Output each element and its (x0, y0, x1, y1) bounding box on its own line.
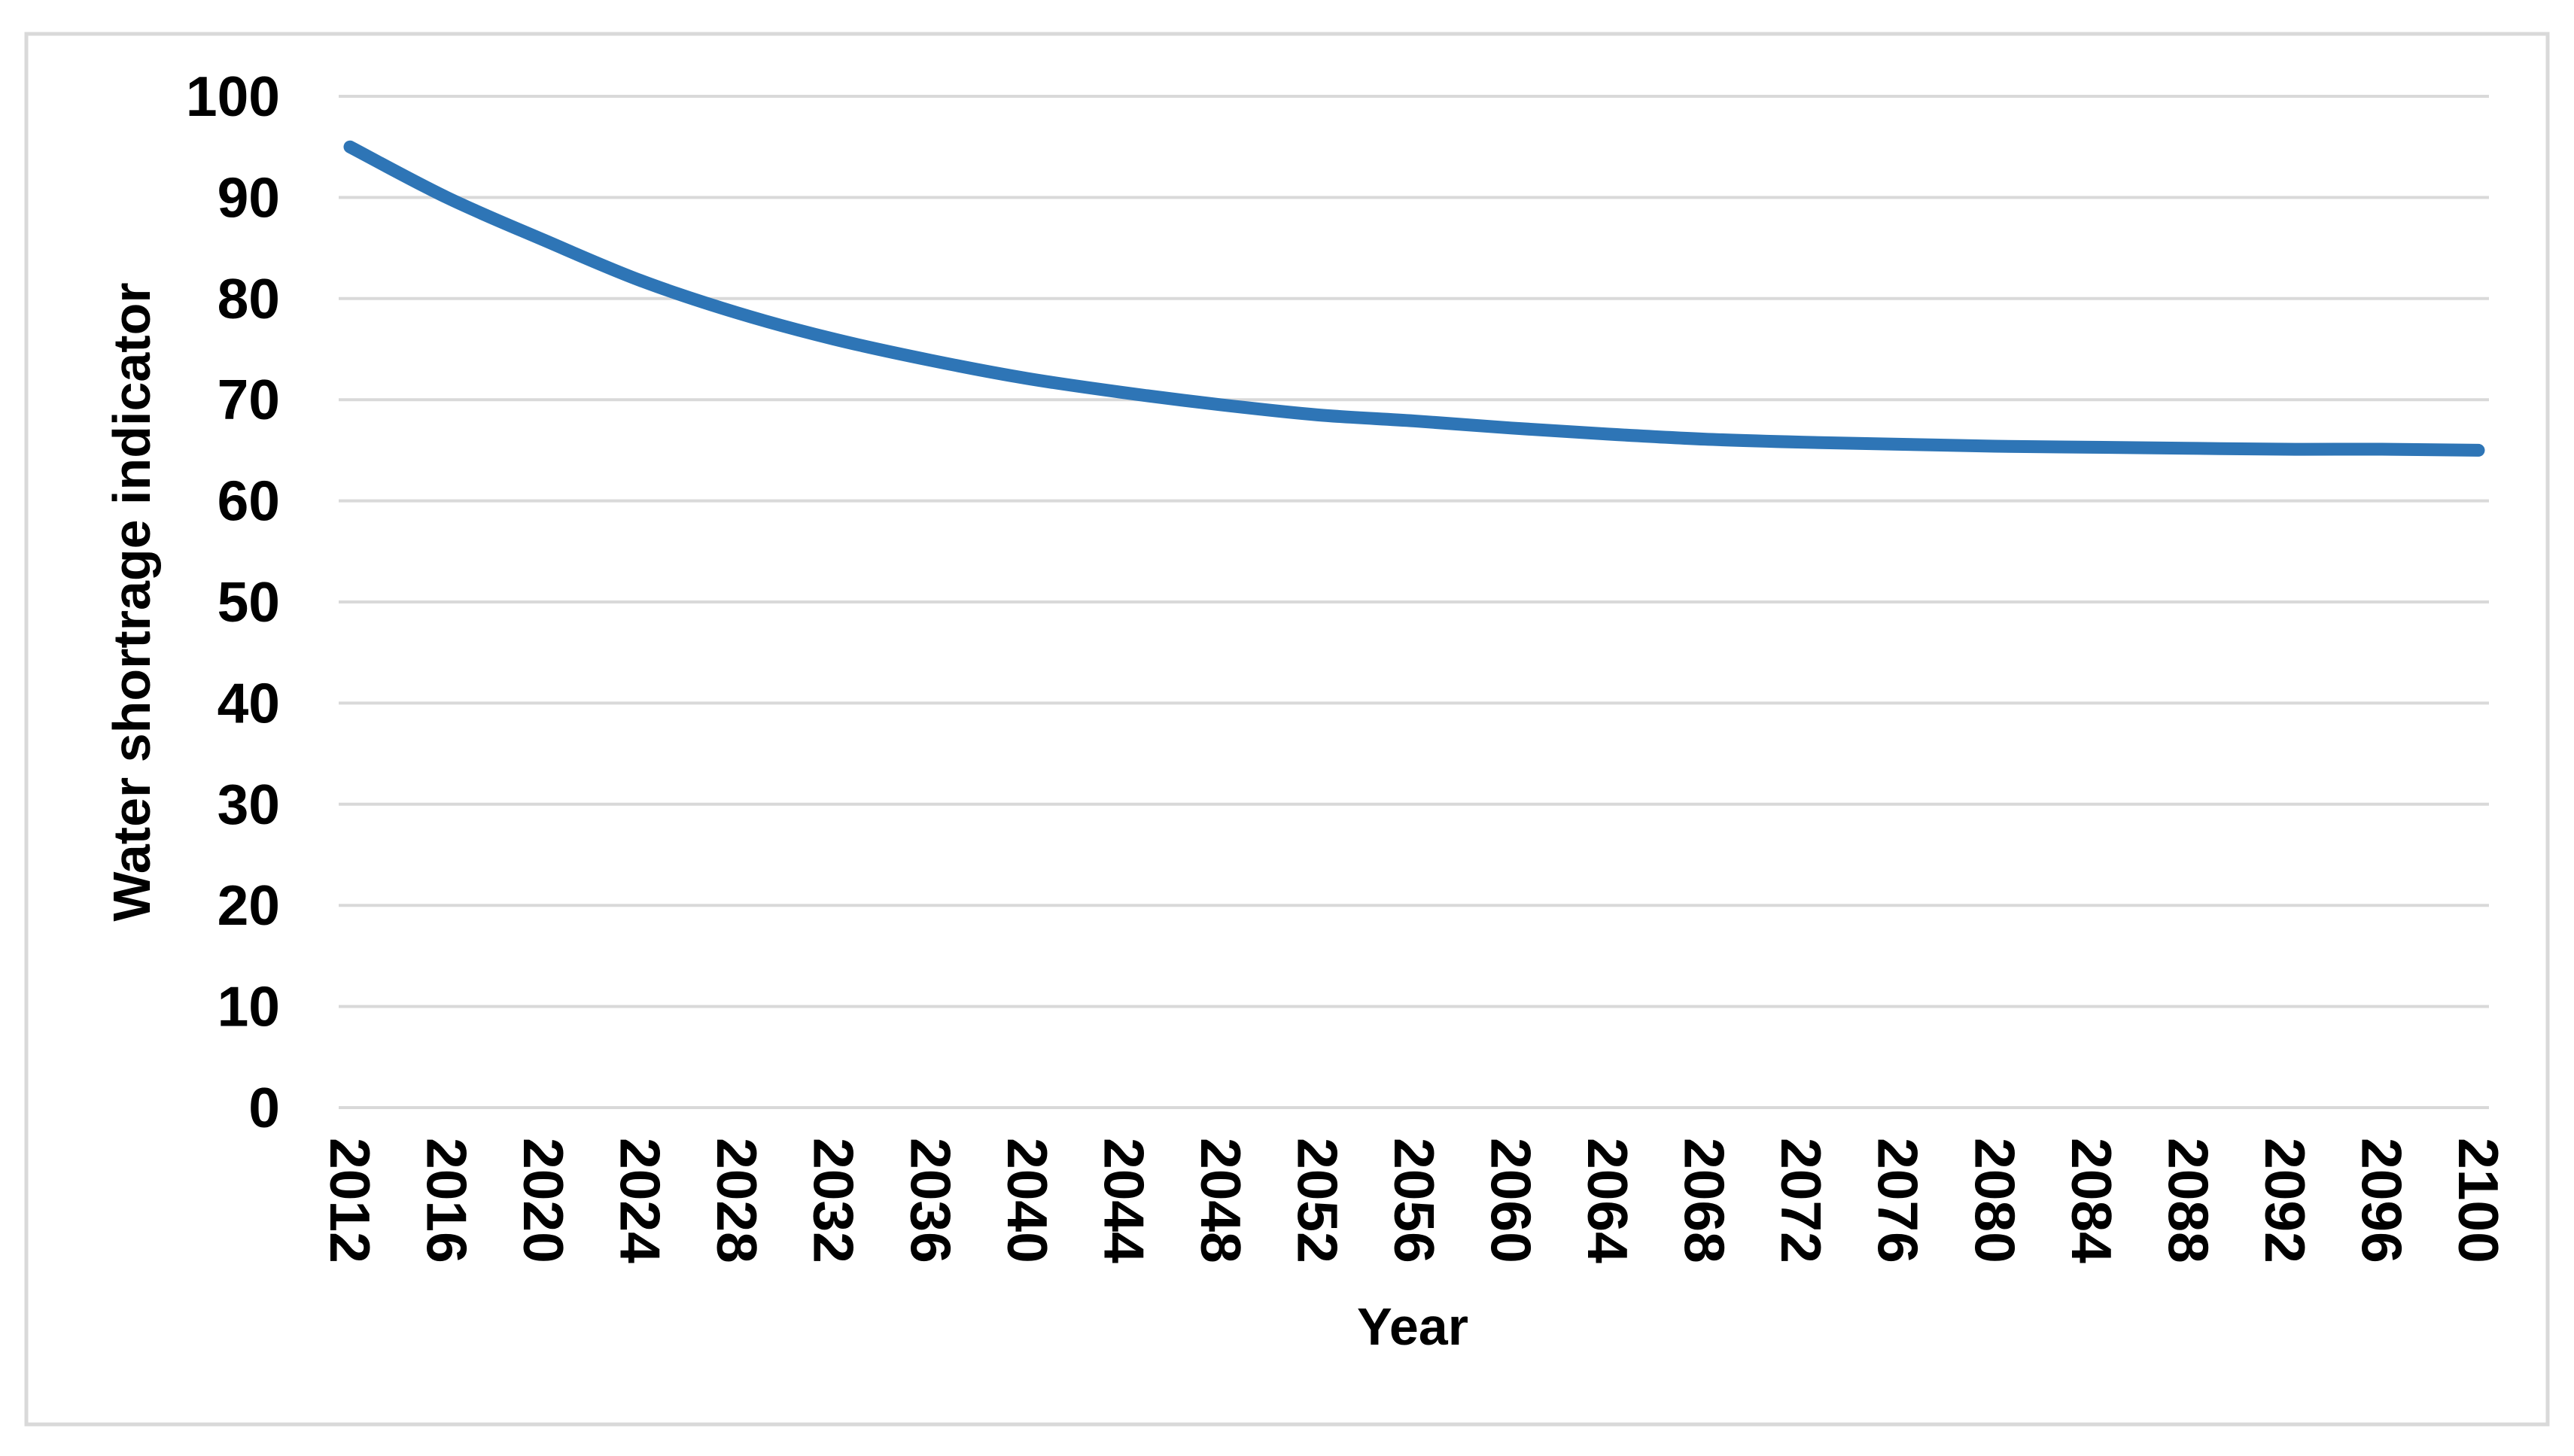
y-tick-label: 40 (218, 671, 280, 734)
x-tick-label: 2092 (2253, 1138, 2317, 1263)
x-tick-label: 2084 (2060, 1138, 2123, 1263)
x-axis-title: Year (1357, 1297, 1468, 1356)
x-tick-label: 2040 (996, 1138, 1059, 1263)
x-tick-label: 2036 (899, 1138, 962, 1263)
x-tick-labels: 2012 2016 2020 2024 2028 2032 2036 2040 2044 2048… (318, 1138, 2510, 1263)
y-tick-label: 60 (218, 470, 280, 533)
x-tick-label: 2012 (318, 1138, 382, 1263)
x-tick-label: 2016 (415, 1138, 479, 1263)
x-tick-label: 2096 (2350, 1138, 2413, 1263)
x-tick-label: 2044 (1092, 1138, 1155, 1263)
y-tick-label: 10 (218, 975, 280, 1038)
x-tick-label: 2024 (609, 1138, 672, 1263)
x-tick-label: 2088 (2156, 1138, 2220, 1263)
x-tick-label: 2076 (1867, 1138, 1930, 1263)
series-line (343, 140, 2485, 457)
x-tick-label: 2064 (1576, 1138, 1639, 1263)
y-tick-label: 20 (218, 874, 280, 937)
x-tick-label: 2052 (1285, 1138, 1349, 1263)
series-group (343, 140, 2485, 457)
y-tick-label: 30 (218, 773, 280, 836)
x-tick-label: 2100 (2447, 1138, 2510, 1263)
y-tick-label: 70 (218, 368, 280, 431)
x-tick-label: 2056 (1383, 1138, 1446, 1263)
x-tick-label: 2060 (1480, 1138, 1543, 1263)
figure-border (24, 32, 2550, 1427)
y-tick-label: 80 (218, 267, 280, 330)
y-tick-label: 50 (218, 570, 280, 634)
y-axis-title: Water shortrage indicator (102, 282, 161, 921)
y-tick-label: 0 (248, 1076, 280, 1139)
y-tick-label: 90 (218, 166, 280, 229)
x-tick-label: 2028 (705, 1138, 768, 1263)
x-tick-label: 2080 (1963, 1138, 2026, 1263)
y-tick-labels: 0 10 20 30 40 50 60 70 80 90 100 (186, 65, 280, 1139)
y-tick-label: 100 (186, 65, 280, 128)
x-tick-label: 2020 (512, 1138, 575, 1263)
x-tick-label: 2068 (1673, 1138, 1736, 1263)
x-tick-label: 2072 (1769, 1138, 1833, 1263)
x-tick-label: 2048 (1189, 1138, 1252, 1263)
x-tick-label: 2032 (802, 1138, 866, 1263)
